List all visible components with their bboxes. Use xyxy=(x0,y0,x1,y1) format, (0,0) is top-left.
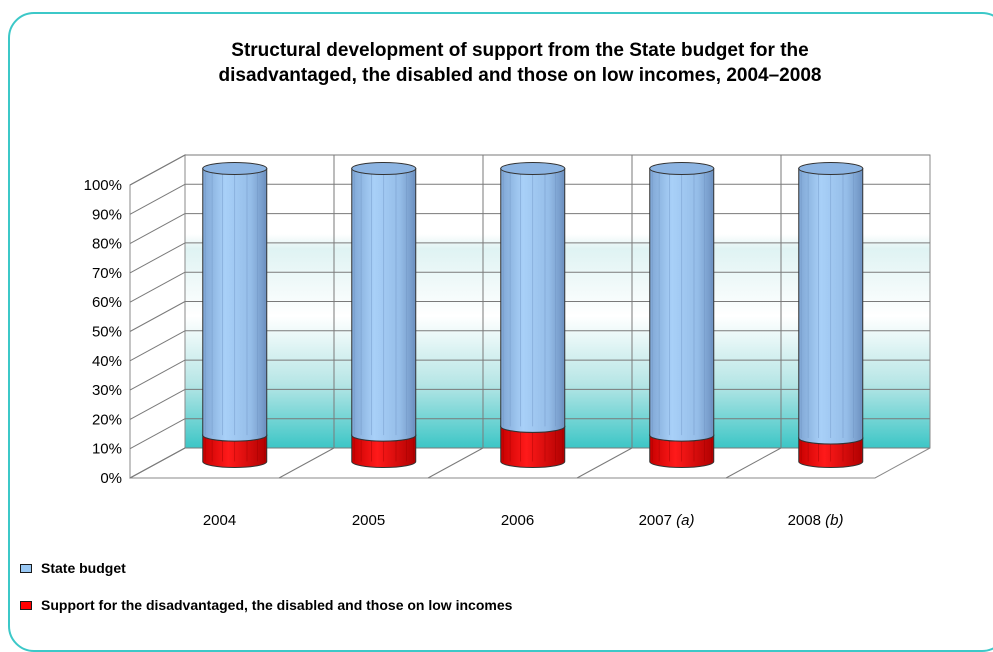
bars xyxy=(202,162,864,468)
bar-state-budget-top xyxy=(202,162,268,175)
bar-state-budget xyxy=(500,162,566,433)
x-tick-label: 2004 xyxy=(203,512,236,529)
bar-state-budget-top xyxy=(500,162,566,175)
bar-state-budget-top xyxy=(649,162,715,175)
floor-divider xyxy=(576,447,633,479)
floor-divider xyxy=(427,447,484,479)
chart-title-line-1: Structural development of support from t… xyxy=(231,40,809,61)
chart-title-line-2: disadvantaged, the disabled and those on… xyxy=(218,65,822,86)
gridline-side xyxy=(129,242,186,274)
bar-state-budget xyxy=(351,162,417,442)
gridline-side xyxy=(129,301,186,332)
legend-swatch-state-budget xyxy=(20,563,32,573)
floor-divider xyxy=(725,447,782,479)
gridline-side xyxy=(129,388,186,420)
gridline-side xyxy=(129,154,186,186)
legend-label-support: Support for the disadvantaged, the disab… xyxy=(41,597,513,613)
x-tick-label: 2007 (a) xyxy=(639,512,695,529)
y-tick-label: 50% xyxy=(92,324,122,341)
y-tick-label: 40% xyxy=(92,353,122,370)
bar-state-budget-top xyxy=(798,162,864,175)
y-tick-label: 10% xyxy=(92,441,122,458)
y-tick-label: 20% xyxy=(92,411,122,428)
bar-state-budget xyxy=(202,162,268,442)
x-tick-label: 2008 (b) xyxy=(788,512,844,529)
bar-state-budget-top xyxy=(351,162,417,175)
gridline-side xyxy=(129,330,186,362)
y-tick-label: 0% xyxy=(100,470,122,487)
y-tick-label: 30% xyxy=(92,382,122,399)
legend-item-support: Support for the disadvantaged, the disab… xyxy=(20,597,512,613)
x-tick-label: 2006 xyxy=(501,512,534,529)
y-tick-label: 100% xyxy=(84,177,122,194)
y-tick-label: 80% xyxy=(92,236,122,253)
y-tick-label: 60% xyxy=(92,294,122,311)
legend-item-state-budget: State budget xyxy=(20,560,126,576)
legend-swatch-support xyxy=(20,600,32,610)
bar-state-budget xyxy=(798,162,864,445)
gridline-side xyxy=(129,447,186,479)
y-tick-label: 70% xyxy=(92,265,122,282)
x-tick-label: 2005 xyxy=(352,512,385,529)
y-tick-label: 90% xyxy=(92,206,122,223)
legend-label-state-budget: State budget xyxy=(41,560,126,576)
gridline-side xyxy=(129,359,186,391)
bar-chart: 0% 10% 20% 30% 40% 50% 60% 70% 80% 90% 100% 2004 200… xyxy=(84,154,931,529)
floor-divider xyxy=(278,447,335,479)
bar-state-budget xyxy=(649,162,715,442)
gridline-side xyxy=(129,213,186,245)
gridline-side xyxy=(129,418,186,450)
gridline-side xyxy=(129,271,186,303)
gridline-side xyxy=(129,183,186,215)
chart-title: Structural development of support from t… xyxy=(0,38,993,88)
axes: 0% 10% 20% 30% 40% 50% 60% 70% 80% 90% 100% 2004 200… xyxy=(84,177,844,529)
